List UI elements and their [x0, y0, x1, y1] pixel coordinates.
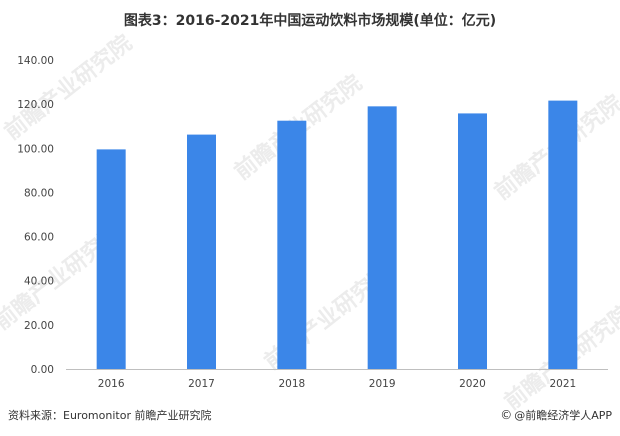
credit: © @前瞻经济学人APP: [500, 407, 612, 423]
bar-2019: [367, 106, 397, 369]
bar-2020: [458, 113, 487, 369]
x-tick-label: 2021: [549, 378, 576, 390]
y-tick-label: 100.00: [17, 143, 54, 155]
source-note: 资料来源：Euromonitor 前瞻产业研究院: [8, 409, 212, 422]
credit-text: @前瞻经济学人APP: [514, 409, 612, 422]
x-tick-label: 2019: [369, 378, 396, 390]
x-tick-label: 2020: [459, 378, 486, 390]
x-axis: 2016 2017 2018 2019 2020 2021: [66, 369, 608, 390]
y-tick-label: 60.00: [24, 232, 54, 244]
bars: [96, 100, 578, 370]
y-tick-label: 0.00: [31, 364, 54, 376]
bar-2018: [277, 120, 307, 369]
y-tick-label: 80.00: [24, 187, 54, 199]
x-tick-label: 2018: [278, 378, 305, 390]
bar-2021: [548, 100, 578, 370]
bar-2016: [96, 149, 126, 369]
x-tick-label: 2016: [98, 378, 125, 390]
qianzhan-logo-icon: ©: [500, 408, 513, 422]
x-tick-label: 2017: [188, 378, 215, 390]
y-tick-label: 20.00: [24, 320, 54, 332]
y-tick-label: 40.00: [24, 276, 54, 288]
y-tick-label: 120.00: [17, 99, 54, 111]
chart-title: 图表3：2016-2021年中国运动饮料市场规模(单位：亿元): [123, 13, 497, 29]
y-tick-label: 140.00: [17, 55, 54, 67]
y-axis: 0.00 20.00 40.00 60.00 80.00 100.00 120.00 140.…: [17, 55, 54, 376]
bar-2017: [187, 134, 216, 369]
